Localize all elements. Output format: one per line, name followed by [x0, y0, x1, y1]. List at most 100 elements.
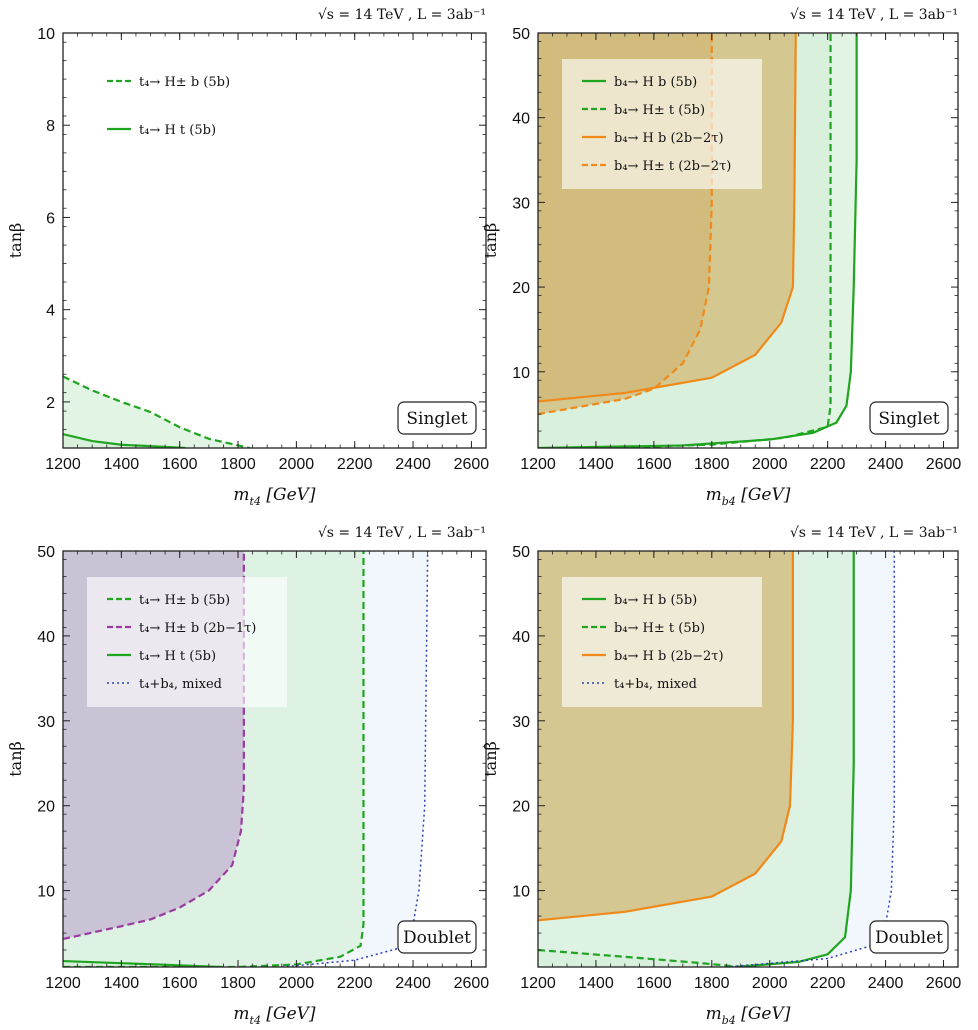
x-tick-label: 1400 — [104, 975, 140, 992]
x-tick-label: 1800 — [694, 975, 730, 992]
legend-label: t₄→ H± b (2b−1τ) — [139, 621, 256, 636]
y-tick-label: 20 — [512, 280, 530, 297]
x-tick-label: 2000 — [752, 975, 788, 992]
x-tick-label: 1200 — [520, 456, 556, 473]
legend-label: b₄→ H± t (5b) — [614, 621, 705, 636]
legend-label: t₄→ H± b (5b) — [139, 593, 230, 608]
legend-label: b₄→ H b (2b−2τ) — [614, 649, 724, 664]
x-tick-label: 2400 — [868, 975, 904, 992]
x-tick-label: 1200 — [45, 456, 81, 473]
x-tick-label: 2200 — [810, 975, 846, 992]
x-tick-label: 1600 — [636, 975, 672, 992]
y-tick-label: 40 — [37, 629, 55, 646]
x-tick-label: 2400 — [395, 456, 431, 473]
y-tick-label: 40 — [512, 111, 530, 128]
x-tick-label: 2600 — [926, 456, 962, 473]
chart-title: √s = 14 TeV , L = 3ab⁻¹ — [790, 525, 958, 541]
x-tick-label: 1800 — [220, 456, 256, 473]
x-axis-label: mb4 [GeV] — [706, 1004, 791, 1027]
model-label-box — [397, 401, 477, 435]
x-tick-label: 1600 — [162, 456, 198, 473]
chart-panel-4: 1200 1400 1600 1800 2000 2200 2400 2600 10 20 30 40… — [481, 525, 961, 1027]
y-tick-label: 8 — [46, 118, 55, 135]
y-tick-label: 50 — [512, 544, 530, 561]
x-tick-label: 2600 — [454, 975, 490, 992]
x-tick-label: 2200 — [337, 975, 373, 992]
plot-frame — [62, 550, 487, 968]
y-tick-label: 2 — [46, 395, 55, 412]
chart-panel-3: 1200 1400 1600 1800 2000 2200 2400 2600 10 20 30 40… — [6, 525, 489, 1027]
x-tick-label: 1400 — [104, 456, 140, 473]
x-tick-label: 1600 — [162, 975, 198, 992]
x-tick-label: 2600 — [454, 456, 490, 473]
series-fill — [63, 434, 186, 448]
x-tick-label: 1400 — [578, 456, 614, 473]
y-tick-label: 20 — [37, 799, 55, 816]
chart-panel-2: 1200 1400 1600 1800 2000 2200 2400 2600 10 20 30 40… — [481, 7, 961, 508]
plot-background — [63, 33, 486, 448]
legend-label: t₄→ H t (5b) — [139, 649, 216, 664]
y-tick-label: 10 — [37, 884, 55, 901]
chart-panel-1: 1200 1400 1600 1800 2000 2200 2400 2600 2 4 6 8 10 √s… — [6, 7, 489, 508]
series-line — [538, 948, 741, 967]
legend-label: b₄→ H± t (2b−2τ) — [614, 159, 731, 174]
y-axis-label: tanβ — [6, 741, 25, 777]
x-tick-label: 1600 — [636, 456, 672, 473]
y-tick-label: 40 — [512, 629, 530, 646]
x-tick-label: 2000 — [279, 975, 315, 992]
chart-title: √s = 14 TeV , L = 3ab⁻¹ — [790, 7, 958, 23]
y-tick-label: 50 — [37, 544, 55, 561]
plot-frame — [62, 32, 487, 449]
x-axis-label: mt4 [GeV] — [233, 1004, 316, 1027]
plot-frame — [537, 550, 959, 968]
legend-label: b₄→ H± t (5b) — [614, 103, 705, 118]
plot-frame — [537, 32, 959, 449]
legend-label: t₄+b₄, mixed — [139, 677, 222, 692]
x-tick-label: 1200 — [520, 975, 556, 992]
series-fill — [63, 376, 250, 448]
legend-label: b₄→ H b (2b−2τ) — [614, 131, 724, 146]
y-tick-label: 10 — [37, 26, 55, 43]
x-axis-label: mt4 [GeV] — [233, 485, 316, 508]
x-tick-label: 2600 — [926, 975, 962, 992]
y-tick-label: 30 — [512, 714, 530, 731]
x-tick-label: 2000 — [279, 456, 315, 473]
y-tick-label: 30 — [512, 195, 530, 212]
y-tick-label: 30 — [37, 714, 55, 731]
series-line — [538, 33, 713, 416]
x-tick-label: 1800 — [220, 975, 256, 992]
series-line — [538, 551, 794, 922]
model-label-box — [397, 920, 477, 954]
y-tick-label: 10 — [512, 365, 530, 382]
y-tick-label: 50 — [512, 26, 530, 43]
y-tick-label: 20 — [512, 799, 530, 816]
series-line — [63, 551, 365, 967]
y-axis-label: tanβ — [481, 223, 500, 259]
model-label: Singlet — [878, 409, 939, 429]
legend-label: b₄→ H b (5b) — [614, 75, 697, 90]
y-axis-label: tanβ — [6, 223, 25, 259]
x-tick-label: 2400 — [395, 975, 431, 992]
series-line — [538, 33, 797, 403]
x-tick-label: 2200 — [337, 456, 373, 473]
y-tick-label: 10 — [512, 884, 530, 901]
model-label-box — [869, 920, 949, 954]
x-axis-label: mb4 [GeV] — [706, 485, 791, 508]
x-tick-label: 2000 — [752, 456, 788, 473]
legend-label: t₄→ H± b (5b) — [139, 75, 230, 90]
y-tick-label: 6 — [46, 210, 55, 227]
x-tick-label: 2400 — [868, 456, 904, 473]
chart-title: √s = 14 TeV , L = 3ab⁻¹ — [318, 7, 486, 23]
x-tick-label: 1200 — [45, 975, 81, 992]
legend-label: t₄+b₄, mixed — [614, 677, 697, 692]
model-label: Doublet — [403, 928, 471, 948]
y-axis-label: tanβ — [481, 741, 500, 777]
model-label-box — [869, 401, 949, 435]
chart-title: √s = 14 TeV , L = 3ab⁻¹ — [318, 525, 486, 541]
x-tick-label: 1800 — [694, 456, 730, 473]
legend-label: t₄→ H t (5b) — [139, 123, 216, 138]
model-label: Singlet — [406, 409, 467, 429]
x-tick-label: 2200 — [810, 456, 846, 473]
x-tick-label: 1400 — [578, 975, 614, 992]
